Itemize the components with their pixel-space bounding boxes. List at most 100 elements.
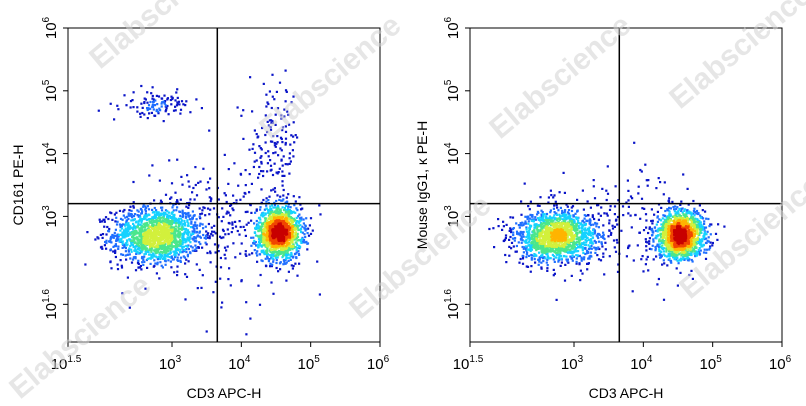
data-point	[213, 230, 216, 233]
data-point	[151, 94, 154, 98]
data-point	[584, 229, 587, 232]
data-point	[281, 216, 285, 219]
data-point	[540, 217, 543, 220]
data-point	[161, 257, 164, 260]
data-point	[707, 240, 710, 243]
data-point	[266, 257, 269, 260]
data-point	[296, 227, 299, 230]
data-point	[575, 257, 578, 260]
data-point	[248, 173, 251, 176]
data-point	[597, 240, 601, 243]
data-point	[592, 229, 595, 232]
data-point	[263, 252, 266, 256]
data-point	[285, 225, 288, 228]
data-point	[152, 108, 155, 111]
data-point	[289, 143, 292, 146]
data-point	[260, 170, 263, 173]
data-point	[177, 248, 180, 251]
data-point	[309, 217, 313, 220]
data-point	[271, 73, 274, 76]
data-point	[189, 198, 192, 201]
data-point	[179, 260, 182, 263]
data-point	[182, 241, 185, 244]
data-point	[187, 214, 190, 217]
data-point	[173, 241, 177, 244]
data-point	[580, 256, 583, 259]
data-point	[296, 209, 299, 212]
data-point	[244, 253, 247, 256]
data-point	[160, 236, 163, 240]
data-point	[138, 230, 141, 233]
data-point	[174, 254, 177, 257]
data-point	[140, 84, 143, 88]
data-point	[267, 150, 270, 153]
data-point	[578, 262, 581, 265]
data-point	[166, 241, 169, 244]
data-point	[175, 229, 178, 232]
data-point	[307, 227, 310, 230]
data-point	[532, 243, 536, 246]
data-point	[157, 220, 160, 223]
data-point	[123, 244, 126, 247]
data-point	[160, 209, 164, 212]
data-point	[577, 219, 580, 222]
data-point	[279, 136, 283, 139]
data-point	[659, 229, 662, 232]
data-point	[272, 292, 275, 295]
data-point	[512, 231, 515, 234]
data-point	[581, 242, 584, 245]
data-point	[568, 214, 571, 217]
data-point	[129, 244, 132, 248]
data-point	[281, 180, 284, 183]
data-point	[692, 212, 695, 215]
data-point	[140, 236, 143, 239]
data-point	[138, 239, 141, 242]
data-point	[221, 301, 224, 304]
data-point	[202, 233, 205, 237]
data-point	[273, 141, 276, 145]
data-point	[674, 205, 677, 208]
data-point	[179, 248, 182, 251]
data-point	[690, 253, 693, 257]
data-point	[155, 94, 158, 97]
data-point	[128, 253, 131, 256]
data-point	[195, 246, 198, 249]
data-point	[299, 224, 302, 227]
data-point	[131, 99, 134, 102]
data-point	[701, 217, 704, 220]
data-point	[127, 250, 130, 253]
data-point	[125, 232, 128, 235]
data-point	[158, 236, 161, 239]
data-point	[206, 181, 210, 184]
data-point	[267, 260, 270, 263]
data-point	[206, 236, 209, 239]
data-point	[297, 250, 300, 253]
data-point	[168, 215, 171, 218]
data-point	[609, 233, 613, 236]
data-point	[145, 237, 148, 240]
data-point	[659, 232, 662, 235]
data-point	[267, 237, 270, 240]
data-point	[523, 222, 527, 225]
data-point	[552, 196, 555, 199]
data-point	[278, 208, 282, 211]
data-point	[515, 222, 518, 225]
data-point	[685, 215, 689, 218]
data-point	[605, 198, 608, 202]
data-point	[504, 253, 507, 257]
data-point	[159, 199, 163, 202]
data-point	[264, 224, 268, 227]
data-point	[179, 242, 182, 246]
data-point	[170, 266, 173, 269]
data-point	[259, 273, 262, 277]
data-point	[674, 214, 677, 217]
data-point	[264, 213, 267, 216]
data-point	[258, 303, 262, 306]
data-point	[571, 254, 574, 257]
data-point	[153, 211, 156, 214]
data-point	[530, 215, 533, 218]
data-point	[158, 242, 161, 245]
data-point	[280, 117, 283, 120]
data-point	[264, 114, 267, 117]
data-point	[703, 232, 706, 236]
